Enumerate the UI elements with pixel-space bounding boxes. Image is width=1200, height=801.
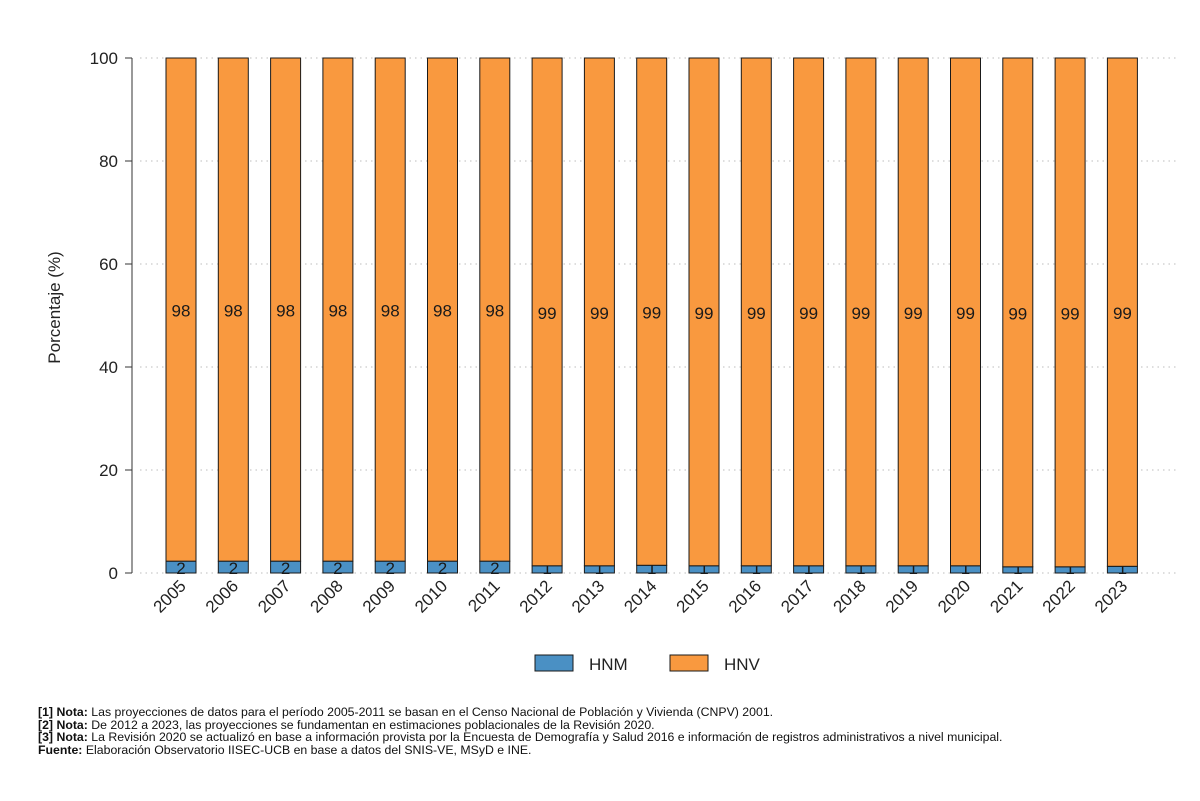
data-label-hnv: 99 [1113,304,1132,323]
bar-hnv-2005 [165,57,197,562]
x-tick-label: 2016 [725,576,765,616]
bar-hnv-2012 [531,57,563,567]
data-label-hnv: 99 [799,304,818,323]
data-label-hnv: 99 [851,304,870,323]
x-tick-label: 2015 [673,576,713,616]
x-tick-label: 2013 [568,576,608,616]
data-label-hnm: 1 [961,559,970,578]
source-note: Fuente: Elaboración Observatorio IISEC-U… [38,742,532,757]
data-label-hnm: 1 [804,559,813,578]
x-tick-label: 2021 [986,576,1026,616]
data-label-hnm: 2 [229,559,238,578]
bar-hnv-2008 [322,57,354,562]
x-tick-label: 2019 [882,576,922,616]
note-2: [2] Nota: De 2012 a 2023, las proyeccion… [38,717,655,732]
y-tick-label: 100 [90,49,118,68]
bar-hnv-2023 [1106,57,1138,567]
data-label-hnm: 1 [699,559,708,578]
bar-hnv-2013 [583,57,615,567]
data-label-hnm: 2 [176,559,185,578]
x-tick-label: 2012 [516,576,556,616]
x-tick-label: 2020 [934,576,974,616]
data-label-hnv: 99 [1061,304,1080,323]
x-tick-label: 2018 [830,576,870,616]
data-label-hnm: 2 [490,559,499,578]
data-label-hnv: 98 [433,302,452,321]
data-label-hnm: 1 [1065,559,1074,578]
footnotes: [1] Nota: Las proyecciones de datos para… [38,706,1002,756]
x-tick-label: 2022 [1039,576,1079,616]
data-label-hnm: 1 [647,559,656,578]
data-label-hnv: 99 [1008,304,1027,323]
data-label-hnm: 1 [542,559,551,578]
x-tick-label: 2014 [620,576,660,616]
bar-hnv-2010 [427,57,458,562]
bar-hnv-2019 [897,57,929,567]
bar-hnv-2021 [1002,57,1034,568]
x-tick-label: 2023 [1091,576,1131,616]
data-label-hnm: 2 [333,559,342,578]
data-label-hnv: 99 [956,304,975,323]
data-label-hnm: 1 [1118,559,1127,578]
legend-label-hnv: HNV [724,655,761,674]
data-label-hnv: 99 [590,304,609,323]
bar-hnv-2011 [479,57,511,562]
data-label-hnm: 2 [385,559,394,578]
data-label-hnm: 2 [281,559,290,578]
data-label-hnv: 98 [381,302,400,321]
data-label-hnv: 98 [224,302,243,321]
y-axis-title: Porcentaje (%) [45,251,64,363]
bar-hnv-2009 [374,57,406,562]
x-tick-label: 2006 [202,576,242,616]
bar-hnv-2016 [740,57,772,567]
data-label-hnm: 1 [908,559,917,578]
note-1: [1] Nota: Las proyecciones de datos para… [38,705,774,719]
y-tick-label: 20 [99,461,118,480]
x-tick-label: 2017 [777,576,817,616]
data-label-hnv: 99 [695,304,714,323]
y-tick-label: 40 [99,358,118,377]
data-label-hnv: 98 [485,302,504,321]
x-tick-label: 2010 [411,576,451,616]
x-tick-label: 2007 [254,576,294,616]
x-tick-label: 2011 [464,576,503,615]
data-label-hnm: 1 [856,559,865,578]
x-tick-label: 2008 [307,576,347,616]
data-label-hnm: 1 [1013,559,1022,578]
data-label-hnv: 99 [904,304,923,323]
note-3: [3] Nota: La Revisión 2020 se actualizó … [38,730,1003,745]
data-label-hnm: 1 [752,559,761,578]
data-label-hnm: 1 [595,559,604,578]
bar-hnv-2006 [217,57,249,562]
data-label-hnv: 99 [642,304,661,323]
bar-hnv-2018 [845,57,877,567]
bar-hnv-2020 [950,57,981,567]
y-tick-label: 80 [99,152,118,171]
x-tick-label: 2009 [359,576,399,616]
data-label-hnv: 98 [328,302,347,321]
bar-hnv-2017 [793,57,825,567]
data-label-hnv: 98 [172,302,191,321]
bar-hnv-2015 [688,57,720,567]
x-tick-label: 2005 [150,576,190,616]
data-label-hnv: 98 [276,302,295,321]
y-tick-label: 0 [109,564,118,583]
data-label-hnm: 2 [438,559,447,578]
legend-swatch-hnv [669,654,709,672]
y-tick-label: 60 [99,255,118,274]
bar-hnv-2014 [636,57,668,566]
legend-swatch-hnm [534,654,574,672]
bar-hnv-2022 [1054,57,1086,568]
legend-label-hnm: HNM [589,655,628,674]
bar-hnv-2007 [270,57,302,562]
data-label-hnv: 99 [538,304,557,323]
data-label-hnv: 99 [747,304,766,323]
